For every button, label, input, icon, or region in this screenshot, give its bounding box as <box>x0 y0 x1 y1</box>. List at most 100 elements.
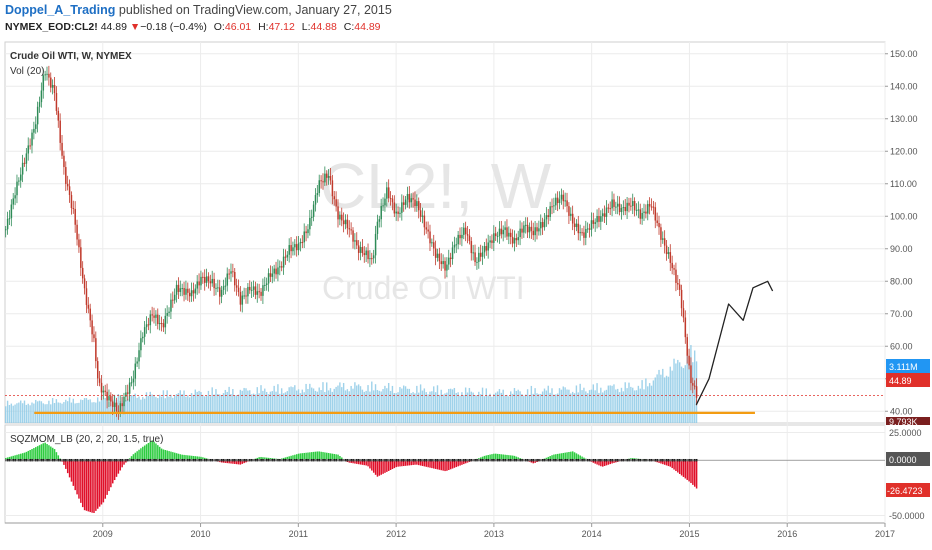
volume-bar <box>127 398 129 423</box>
volume-bar <box>170 394 172 423</box>
symbol-label[interactable]: NYMEX_EOD:CL2! <box>5 21 98 33</box>
momentum-bar <box>386 460 388 472</box>
candle-body <box>397 211 399 214</box>
momentum-bar <box>68 460 71 478</box>
volume-bar <box>632 387 634 423</box>
volume-bar <box>600 387 602 423</box>
volume-bar <box>354 382 356 423</box>
volume-bar <box>663 377 666 423</box>
dark-tag: 9.793K <box>886 417 930 427</box>
momentum-bar <box>98 460 101 507</box>
momentum-bar <box>500 454 503 461</box>
time-tick-label: 2009 <box>93 529 113 539</box>
volume-bar <box>228 386 230 423</box>
volume-bar <box>656 374 658 423</box>
momentum-bar <box>596 460 598 465</box>
volume-bar <box>510 391 512 423</box>
volume-bar <box>483 396 486 423</box>
time-tick-label: 2014 <box>582 529 602 539</box>
momentum-bar <box>311 452 313 461</box>
volume-bar <box>414 393 416 423</box>
momentum-bar <box>560 453 563 461</box>
volume-bar <box>335 386 337 423</box>
candle-body <box>113 402 116 407</box>
momentum-bar <box>577 454 580 461</box>
momentum-bar <box>20 453 22 461</box>
momentum-bar <box>295 454 298 461</box>
candle-body <box>481 252 484 257</box>
author-link[interactable]: Doppel_A_Trading <box>5 3 116 17</box>
momentum-bar <box>91 460 93 513</box>
volume-bar <box>393 392 396 423</box>
candle-body <box>235 285 238 288</box>
candle-body <box>96 361 99 379</box>
candle-body <box>125 392 127 397</box>
momentum-bar <box>579 455 581 461</box>
candle-body <box>320 180 322 182</box>
momentum-bar <box>21 453 24 461</box>
momentum-bar <box>224 460 227 463</box>
volume-bar <box>386 388 388 423</box>
momentum-bar <box>185 455 187 461</box>
candle-body <box>292 247 294 252</box>
candle-body <box>207 276 210 282</box>
volume-bar <box>617 388 619 423</box>
candle-body <box>592 220 595 224</box>
candle-body <box>680 289 683 309</box>
volume-bar <box>134 393 136 423</box>
volume-bar <box>183 390 185 423</box>
volume-bar <box>301 389 304 423</box>
candle-body <box>412 198 414 200</box>
candle-body <box>258 291 260 293</box>
volume-bar <box>680 366 683 423</box>
candle-body <box>53 85 56 93</box>
momentum-bar <box>164 450 167 461</box>
momentum-bar <box>374 460 377 475</box>
candle-body <box>35 124 37 129</box>
momentum-bar <box>187 455 189 461</box>
volume-bar <box>577 392 579 423</box>
volume-bar <box>279 393 281 423</box>
candle-body <box>78 239 80 248</box>
momentum-bar <box>48 445 50 461</box>
momentum-bar <box>378 460 381 476</box>
volume-bar <box>282 393 285 423</box>
candle-body <box>675 269 677 283</box>
volume-bar <box>265 391 268 423</box>
candle-body <box>158 323 161 325</box>
volume-bar <box>350 385 352 423</box>
candle-body <box>18 180 20 182</box>
candle-body <box>508 232 510 237</box>
candle-body <box>149 314 152 326</box>
momentum-bar <box>29 449 31 461</box>
momentum-bar <box>350 460 352 463</box>
volume-bar <box>553 394 555 423</box>
volume-bar <box>457 392 459 423</box>
volume-bar <box>647 386 649 423</box>
candle-body <box>635 210 638 212</box>
momentum-bar <box>406 460 409 466</box>
candle-body <box>209 281 212 284</box>
candle-body <box>639 209 642 219</box>
chart-area[interactable]: CL2!, W Crude Oil WTI 150.00 140.00 130.00… <box>0 40 932 550</box>
momentum-bar <box>6 457 9 461</box>
candle-body <box>690 365 692 384</box>
candle-body <box>643 211 645 213</box>
volume-bar <box>466 392 469 423</box>
chart-header: Doppel_A_Trading published on TradingVie… <box>0 0 932 40</box>
volume-bar <box>324 391 326 423</box>
candle-body <box>476 261 478 263</box>
volume-bar <box>665 375 668 423</box>
volume-bar <box>530 385 533 423</box>
candle-body <box>633 201 636 211</box>
momentum-bar <box>175 453 178 461</box>
volume-bar <box>162 390 165 423</box>
volume-bar <box>10 403 13 423</box>
candle-body <box>123 396 125 407</box>
momentum-bar <box>222 460 225 463</box>
time-tick-label: 2010 <box>191 529 211 539</box>
momentum-bar <box>288 456 290 461</box>
momentum-bar <box>239 460 242 465</box>
momentum-bar <box>183 454 185 461</box>
candle-body <box>637 209 640 211</box>
